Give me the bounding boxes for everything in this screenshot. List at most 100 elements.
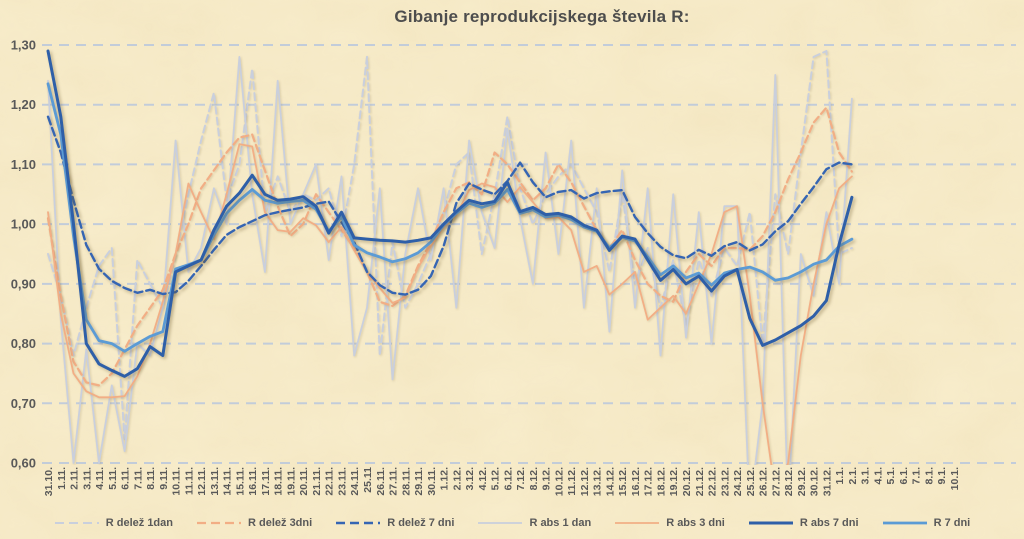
x-axis-tick-label: 26.12. [758, 467, 770, 496]
x-axis-tick-label: 2.12. [451, 467, 463, 490]
x-axis-tick-label: 19.12. [668, 467, 680, 496]
legend-item-r-7-dni: R 7 dni [882, 517, 970, 529]
x-axis-tick-label: 21.11. [311, 467, 323, 496]
x-axis-tick-label: 13.12. [592, 467, 604, 496]
legend-swatch [336, 521, 381, 525]
x-axis-tick-label: 10.11. [171, 467, 183, 496]
x-axis-tick-label: 28.12. [783, 467, 795, 496]
x-axis-tick-label: 5.12. [490, 467, 502, 490]
x-axis-tick-label: 1.12. [439, 467, 451, 490]
x-axis-tick-label: 3.1. [860, 467, 872, 485]
x-axis-tick-label: 31.10. [43, 467, 55, 496]
legend-item-r-abs-1-dan: R abs 1 dan [477, 517, 591, 529]
x-axis-tick-label: 3.11. [81, 467, 93, 490]
legend-item-r-abs-3-dni: R abs 3 dni [614, 517, 725, 529]
x-axis-tick-label: 4.11. [94, 467, 106, 490]
x-axis-tick-label: 2.1. [847, 467, 859, 485]
x-axis-tick-label: 10.12. [553, 467, 565, 496]
x-axis-tick-label: 6.12. [502, 467, 514, 490]
legend-item-r-delež-7-dni: R delež 7 dni [335, 517, 454, 529]
x-axis-tick-label: 27.11. [388, 467, 400, 496]
x-axis-tick-label: 1.11. [56, 467, 68, 490]
x-axis-tick-label: 23.12. [719, 467, 731, 496]
x-axis-tick-label: 14.12. [604, 467, 616, 496]
legend-swatch [54, 522, 99, 524]
x-axis-tick-label: 25.12. [745, 467, 757, 496]
series-line-r-delež-3dni [46, 106, 854, 387]
x-axis-tick-label: 9.11. [158, 467, 170, 490]
x-axis-tick-label: 1.1. [834, 467, 846, 485]
x-axis-tick-label: 28.11. [400, 467, 412, 496]
grid-layer [42, 44, 1016, 464]
x-axis-tick-label: 18.11. [273, 467, 285, 496]
x-axis-tick-label: 8.1. [923, 467, 935, 485]
legend-label: R abs 1 dan [529, 517, 592, 529]
x-axis-tick-label: 9.12. [541, 467, 553, 490]
x-axis-tick-label: 29.12. [796, 467, 808, 496]
x-axis-tick-label: 13.11. [209, 467, 221, 496]
x-axis-tick-label: 24.12. [732, 467, 744, 496]
x-axis-tick-label: 6.1. [898, 467, 910, 485]
x-axis-tick-label: 4.1. [872, 467, 884, 485]
x-axis-tick-label: 7.11. [132, 467, 144, 490]
x-axis-tick-label: 20.11. [298, 467, 310, 496]
x-axis-tick-label: 23.11. [336, 467, 348, 496]
x-axis-tick-label: 17.11. [260, 467, 272, 496]
x-axis-tick-label: 16.11. [247, 467, 259, 496]
y-axis-tick-label: 0,90 [11, 276, 36, 291]
x-axis-tick-label: 24.11. [349, 467, 361, 496]
legend: R delež 1dan R delež 3dni R delež 7 dni R a… [0, 512, 1024, 534]
x-axis-tick-label: 8.12. [528, 467, 540, 490]
x-axis-tick-label: 22.11. [324, 467, 336, 496]
x-axis-tick-label: 9.1. [936, 467, 948, 485]
series-line-r-abs-1-dan [47, 56, 853, 465]
legend-label: R delež 7 dni [387, 517, 455, 529]
x-axis-tick-label: 15.11. [234, 467, 246, 496]
x-axis-tick-label: 29.11. [413, 467, 425, 496]
legend-swatch [478, 522, 523, 524]
y-axis-tick-label: 0,70 [11, 396, 36, 411]
x-axis-tick-label: 27.12. [770, 467, 782, 496]
x-axis-tick-label: 18.12. [655, 467, 667, 496]
legend-label: R abs 3 dni [666, 517, 725, 529]
legend-item-r-abs-7-dni: R abs 7 dni [748, 517, 859, 529]
x-axis-tick-label: 12.12. [579, 467, 591, 496]
x-axis-tick-label: 30.11. [426, 467, 438, 496]
chart-title: Gibanje reprodukcijskega števila R: [394, 7, 690, 26]
series-line-r-abs-7-dni [46, 49, 854, 378]
series-line-r-delež-7-dni [46, 115, 854, 296]
x-axis-tick-label: 12.11. [196, 467, 208, 496]
legend-swatch [197, 521, 241, 525]
x-axis-tick-label: 5.11. [107, 467, 119, 490]
legend-item-r-delež-3dni: R delež 3dni [196, 517, 312, 529]
x-axis-tick-label: 20.12. [681, 467, 693, 496]
x-axis-tick-label: 7.1. [911, 467, 923, 485]
x-axis-tick-label: 2.11. [69, 467, 81, 490]
legend-swatch [615, 522, 660, 524]
legend-swatch [882, 521, 927, 525]
x-axis-tick-label: 14.11. [222, 467, 234, 496]
x-axis-tick-label: 5.1. [885, 467, 897, 485]
y-axis-tick-label: 0,60 [11, 456, 36, 471]
x-axis-tick-label: 15.12. [617, 467, 629, 496]
x-axis-tick-label: 25.11 [362, 467, 374, 493]
x-axis-tick-label: 26.11. [375, 467, 387, 496]
series-layer [46, 49, 854, 465]
x-axis-tick-label: 11.12. [566, 467, 578, 496]
x-axis-tick-label: 19.11. [285, 467, 297, 496]
x-axis-tick-label: 30.12. [809, 467, 821, 496]
x-axis-tick-label: 6.11. [120, 467, 132, 490]
x-axis-tick-label: 21.12. [694, 467, 706, 496]
x-axis-tick-label: 10.1. [949, 467, 961, 490]
y-axis-tick-label: 0,80 [11, 336, 36, 351]
legend-label: R delež 1dan [105, 517, 173, 529]
x-axis-tick-label: 3.12. [464, 467, 476, 490]
x-axis-tick-label: 31.12. [821, 467, 833, 496]
legend-item-r-delež-1dan: R delež 1dan [54, 517, 173, 529]
legend-label: R abs 7 dni [799, 517, 859, 529]
y-axis-tick-label: 1,30 [11, 38, 36, 53]
y-axis-tick-label: 1,10 [11, 157, 36, 172]
